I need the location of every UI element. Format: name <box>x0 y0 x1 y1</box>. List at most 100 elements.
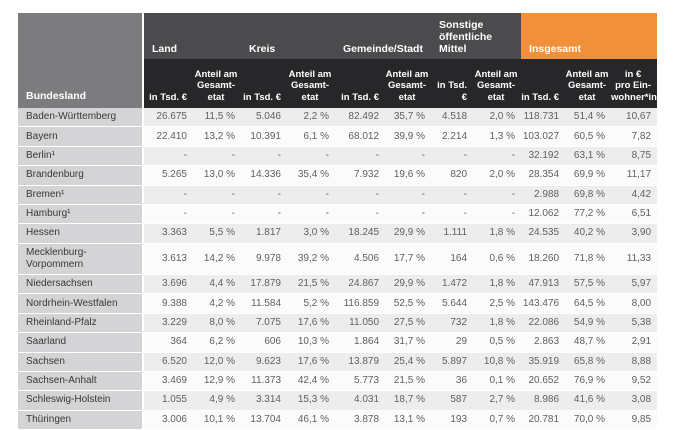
value-cell: 6,1 % <box>287 126 336 147</box>
value-cell: 68.012 <box>335 126 386 147</box>
value-cell: - <box>193 146 241 167</box>
value-cell: 27,5 % <box>385 313 432 334</box>
subheader-gemeinde-tsd: in Tsd. € <box>335 59 386 108</box>
value-cell: 1.817 <box>241 223 287 244</box>
bundesland-name: Hamburg¹ <box>18 204 144 225</box>
value-cell: 9,85 <box>611 410 658 430</box>
value-cell: 28.354 <box>521 165 566 186</box>
value-cell: 20.652 <box>521 371 566 392</box>
value-cell: 31,7 % <box>385 332 432 353</box>
value-cell: - <box>287 185 336 205</box>
value-cell: 5,38 <box>611 313 658 334</box>
value-cell: 8,0 % <box>193 313 241 334</box>
value-cell: 7,82 <box>611 126 658 147</box>
bundesland-name: Saarland <box>18 332 144 353</box>
table-row: Nordrhein-Westfalen 9.388 4,2 % 11.584 5,2 %… <box>18 293 658 314</box>
value-cell: 35,7 % <box>385 108 432 128</box>
value-cell: 103.027 <box>521 126 566 147</box>
subheader-kreis-tsd: in Tsd. € <box>241 59 287 108</box>
value-cell: 32.192 <box>521 146 566 167</box>
value-cell: 52,5 % <box>385 293 432 314</box>
value-cell: 0,6 % <box>473 243 522 276</box>
value-cell: 47.913 <box>521 274 566 295</box>
value-cell: - <box>335 204 386 225</box>
value-cell: 3,90 <box>611 223 658 244</box>
subheader-gemeinde-anteil: Anteil am Gesamt- etat <box>385 59 432 108</box>
table-row: Brandenburg 5.265 13,0 % 14.336 35,4 % 7.932 1… <box>18 165 658 186</box>
value-cell: 57,5 % <box>565 274 612 295</box>
value-cell: 17,7 % <box>385 243 432 276</box>
value-cell: 77,2 % <box>565 204 612 225</box>
value-cell: 7.075 <box>241 313 287 334</box>
table-row: Thüringen 3.006 10,1 % 13.704 46,1 % 3.878 13,… <box>18 410 658 430</box>
value-cell: 2,5 % <box>473 293 522 314</box>
value-cell: - <box>143 146 193 167</box>
value-cell: 41,6 % <box>565 390 612 411</box>
bundesland-name: Niedersachsen <box>18 274 144 295</box>
value-cell: 8,88 <box>611 352 658 372</box>
table-row: Mecklenburg-Vorpommern 3.613 14,2 % 9.978 39… <box>18 243 658 276</box>
value-cell: 26.675 <box>143 108 193 128</box>
value-cell: 17.879 <box>241 274 287 295</box>
value-cell: 2,91 <box>611 332 658 353</box>
value-cell: 4.518 <box>431 108 474 128</box>
value-cell: - <box>431 204 474 225</box>
value-cell: - <box>473 204 522 225</box>
value-cell: 39,9 % <box>385 126 432 147</box>
bundesland-name: Berlin¹ <box>18 146 144 167</box>
value-cell: 2.214 <box>431 126 474 147</box>
bundesland-name: Sachsen-Anhalt <box>18 371 144 392</box>
value-cell: 46,1 % <box>287 410 336 430</box>
table-row: Bremen¹ - - - - - - - -2.988 69,8 % 4,42 <box>18 185 658 205</box>
value-cell: 10,3 % <box>287 332 336 353</box>
value-cell: 12,0 % <box>193 352 241 372</box>
value-cell: 17,6 % <box>287 313 336 334</box>
value-cell: 116.859 <box>335 293 386 314</box>
value-cell: 10.391 <box>241 126 287 147</box>
value-cell: 2,0 % <box>473 108 522 128</box>
value-cell: 21,5 % <box>287 274 336 295</box>
value-cell: 3.314 <box>241 390 287 411</box>
value-cell: 17,6 % <box>287 352 336 372</box>
value-cell: 2,7 % <box>473 390 522 411</box>
value-cell: 3.363 <box>143 223 193 244</box>
value-cell: 2,2 % <box>287 108 336 128</box>
value-cell: 0,7 % <box>473 410 522 430</box>
sub-header-row: in Tsd. € Anteil am Gesamt- etat in Tsd.… <box>18 59 660 108</box>
value-cell: 70,0 % <box>565 410 612 430</box>
group-header-gemeinde-stadt: Gemeinde/Stadt <box>335 13 432 59</box>
value-cell: - <box>431 185 474 205</box>
bundesland-name: Brandenburg <box>18 165 144 186</box>
value-cell: - <box>143 185 193 205</box>
value-cell: 587 <box>431 390 474 411</box>
bundesland-name: Baden-Württemberg <box>18 108 144 128</box>
value-cell: 24.867 <box>335 274 386 295</box>
subheader-euro-pro-einwohner: in € pro Ein- wohner*in² <box>611 59 660 108</box>
value-cell: 19,6 % <box>385 165 432 186</box>
value-cell: 7.932 <box>335 165 386 186</box>
value-cell: 18,7 % <box>385 390 432 411</box>
table-row: Rheinland-Pfalz 3.229 8,0 % 7.075 17,6 % 11.0… <box>18 313 658 334</box>
value-cell: 364 <box>143 332 193 353</box>
value-cell: 6.520 <box>143 352 193 372</box>
value-cell: 13,2 % <box>193 126 241 147</box>
value-cell: - <box>241 204 287 225</box>
value-cell: 11.373 <box>241 371 287 392</box>
value-cell: - <box>473 146 522 167</box>
bundesland-column-header: Bundesland <box>18 13 144 108</box>
value-cell: 1,3 % <box>473 126 522 147</box>
table-row: Saarland 364 6,2 % 606 10,3 % 1.864 31,7 % 29 0,… <box>18 332 658 353</box>
value-cell: 40,2 % <box>565 223 612 244</box>
value-cell: - <box>335 146 386 167</box>
value-cell: - <box>385 185 432 205</box>
value-cell: 5.046 <box>241 108 287 128</box>
value-cell: 10,1 % <box>193 410 241 430</box>
subheader-land-tsd: in Tsd. € <box>143 59 193 108</box>
bundesland-name: Schleswig-Holstein <box>18 390 144 411</box>
value-cell: 22.410 <box>143 126 193 147</box>
bundesland-name: Hessen <box>18 223 144 244</box>
value-cell: 3.613 <box>143 243 193 276</box>
value-cell: - <box>335 185 386 205</box>
value-cell: 14,2 % <box>193 243 241 276</box>
value-cell: - <box>287 204 336 225</box>
